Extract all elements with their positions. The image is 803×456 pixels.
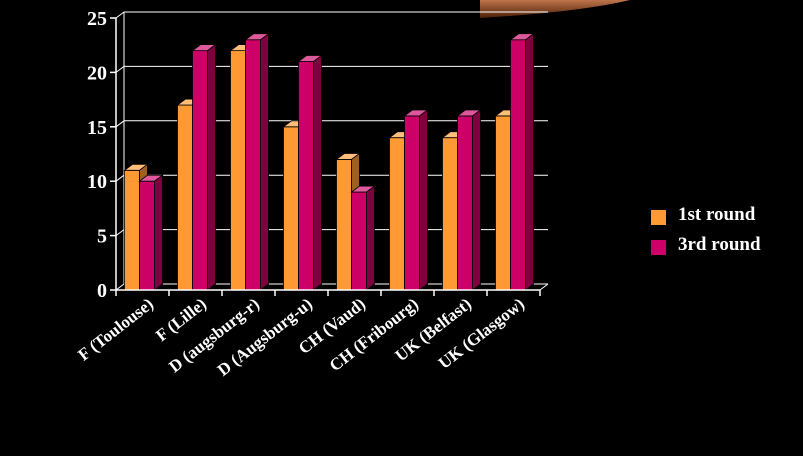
bar-third-round — [405, 110, 428, 290]
bar-third-round — [458, 110, 481, 290]
floor-right-edge — [540, 284, 548, 290]
y-tick-label: 5 — [97, 226, 107, 248]
gridline-side — [116, 12, 124, 18]
bar-side — [473, 110, 481, 290]
bar-front — [443, 138, 458, 290]
bar-front — [178, 105, 193, 290]
bar-front — [299, 62, 314, 290]
bar-side — [420, 110, 428, 290]
bar-third-round — [193, 45, 216, 290]
bar-third-round — [140, 175, 163, 290]
bar-front — [193, 51, 208, 290]
bar-front — [458, 116, 473, 290]
bar-front — [337, 159, 352, 290]
bar-front — [352, 192, 367, 290]
y-tick-label: 0 — [97, 280, 107, 302]
bar-side — [208, 45, 216, 290]
x-tick-label: F (Toulouse) — [74, 294, 157, 364]
gridline-side — [116, 284, 124, 290]
legend-swatch — [650, 209, 667, 226]
bar-front — [125, 170, 140, 290]
bar-side — [155, 175, 163, 290]
bar-front — [284, 127, 299, 290]
gridline-side — [116, 66, 124, 72]
bar-side — [261, 34, 269, 290]
bar-front — [511, 40, 526, 290]
y-tick-label: 25 — [87, 8, 107, 30]
bar-front — [390, 138, 405, 290]
x-tick-label: D (Augsburg-u) — [214, 294, 316, 380]
bar-front — [405, 116, 420, 290]
bar-third-round — [352, 186, 375, 290]
bar-side — [526, 34, 534, 290]
bar-third-round — [299, 56, 322, 290]
gridline-side — [116, 230, 124, 236]
legend-label: 3rd round — [678, 234, 761, 256]
legend-swatch — [650, 239, 667, 256]
bar-third-round — [511, 34, 534, 290]
y-tick-label: 20 — [87, 62, 107, 84]
gridline-side — [116, 121, 124, 127]
bar-front — [496, 116, 511, 290]
bar-side — [314, 56, 322, 290]
legend-label: 1st round — [678, 204, 755, 226]
corner-glow-decoration — [480, 0, 630, 18]
y-tick-label: 10 — [87, 171, 107, 193]
gridline-side — [116, 175, 124, 181]
legend: 1st round 3rd round — [640, 196, 803, 272]
bar-front — [231, 51, 246, 290]
bar-front — [246, 40, 261, 290]
bar-side — [367, 186, 375, 290]
bar-third-round — [246, 34, 269, 290]
bar-front — [140, 181, 155, 290]
y-tick-label: 15 — [87, 117, 107, 139]
